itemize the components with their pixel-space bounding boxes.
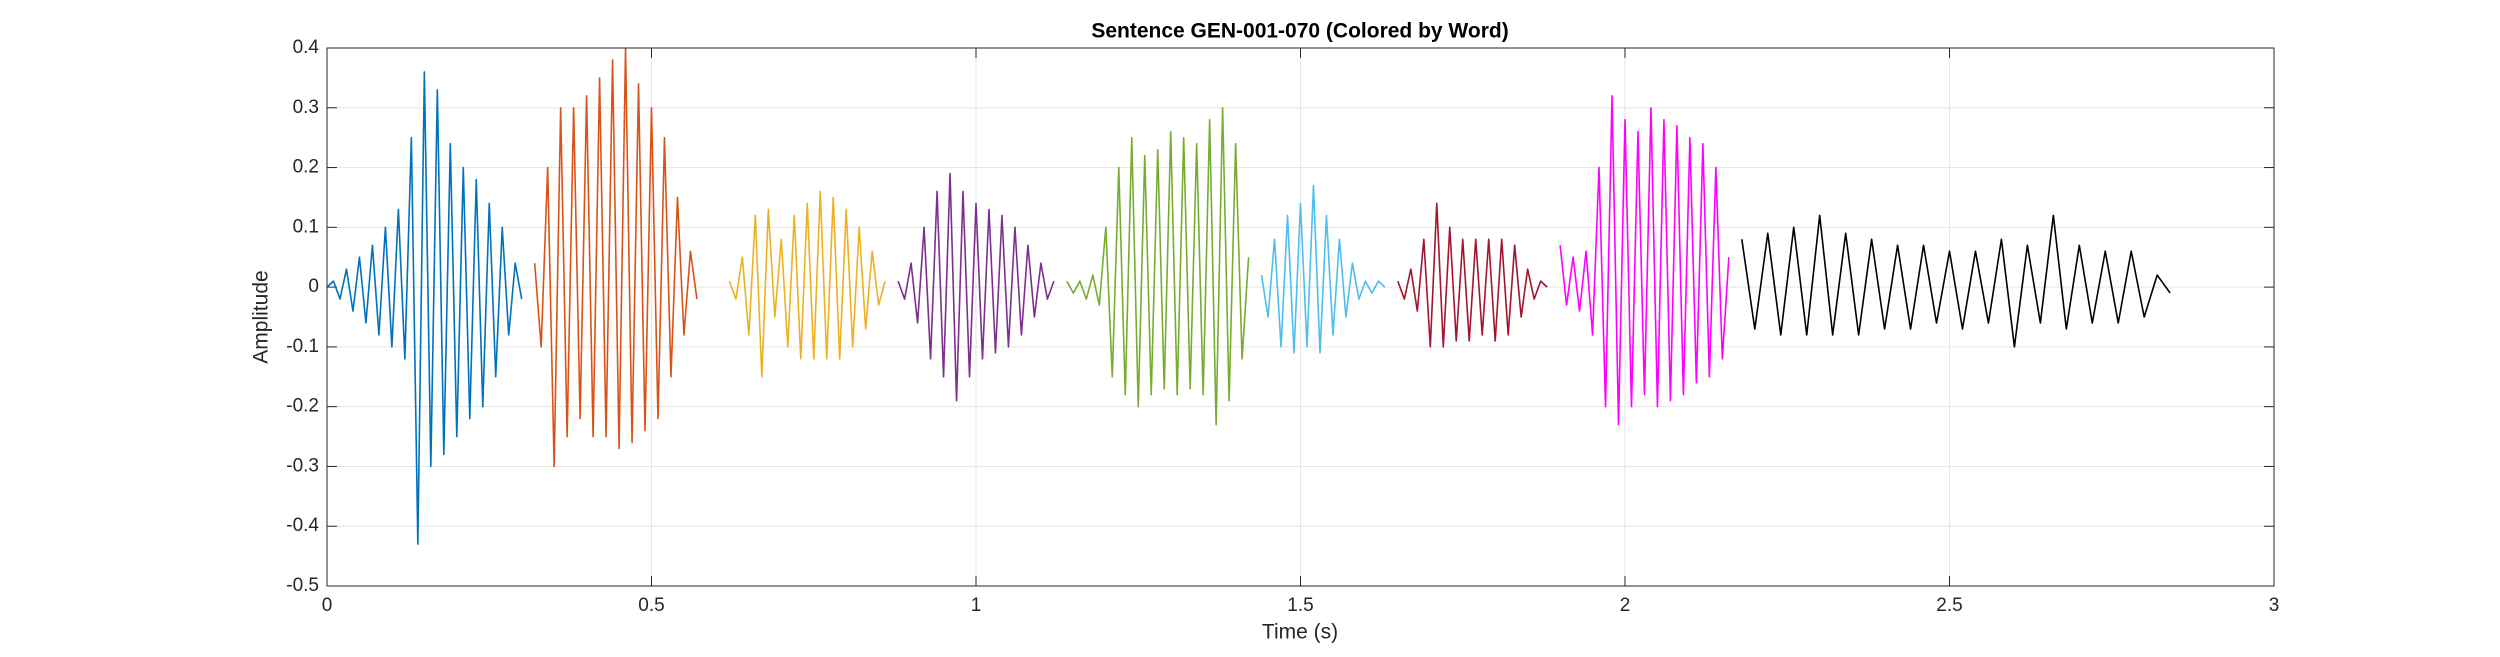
y-tick-label: -0.5: [286, 575, 319, 596]
x-tick-label: 1: [971, 595, 982, 616]
y-tick-label: -0.2: [286, 396, 319, 417]
y-tick-label: -0.4: [286, 515, 319, 536]
axes-box: [326, 47, 2275, 587]
x-tick-label: 2: [1620, 595, 1631, 616]
y-tick-label: 0.4: [293, 37, 320, 58]
waveform: [728, 190, 886, 378]
x-tick-label: 1.5: [1287, 595, 1313, 616]
waveform: [1066, 106, 1250, 426]
x-axis-label: Time (s): [1262, 621, 1338, 644]
x-tick-label: 0.5: [638, 595, 664, 616]
y-axis-label: Amplitude: [250, 270, 273, 363]
x-tick-label: 0: [322, 595, 333, 616]
chart-title: Sentence GEN-001-070 (Colored by Word): [1091, 20, 1508, 43]
waveform: [1559, 95, 1730, 426]
waveform: [326, 71, 523, 545]
waveform: [897, 172, 1055, 402]
y-tick-label: -0.3: [286, 455, 319, 476]
y-tick-label: 0: [308, 276, 319, 297]
waveform: [533, 47, 698, 468]
x-tick-label: 2.5: [1936, 595, 1962, 616]
y-tick-label: 0.2: [293, 157, 319, 178]
y-tick-label: -0.1: [286, 336, 319, 357]
y-tick-label: 0.1: [293, 216, 319, 237]
x-tick-label: 3: [2269, 595, 2280, 616]
waveform: [1741, 214, 2171, 348]
waveform: [1397, 202, 1548, 348]
waveform: [1260, 184, 1386, 354]
y-tick-label: 0.3: [293, 97, 319, 118]
